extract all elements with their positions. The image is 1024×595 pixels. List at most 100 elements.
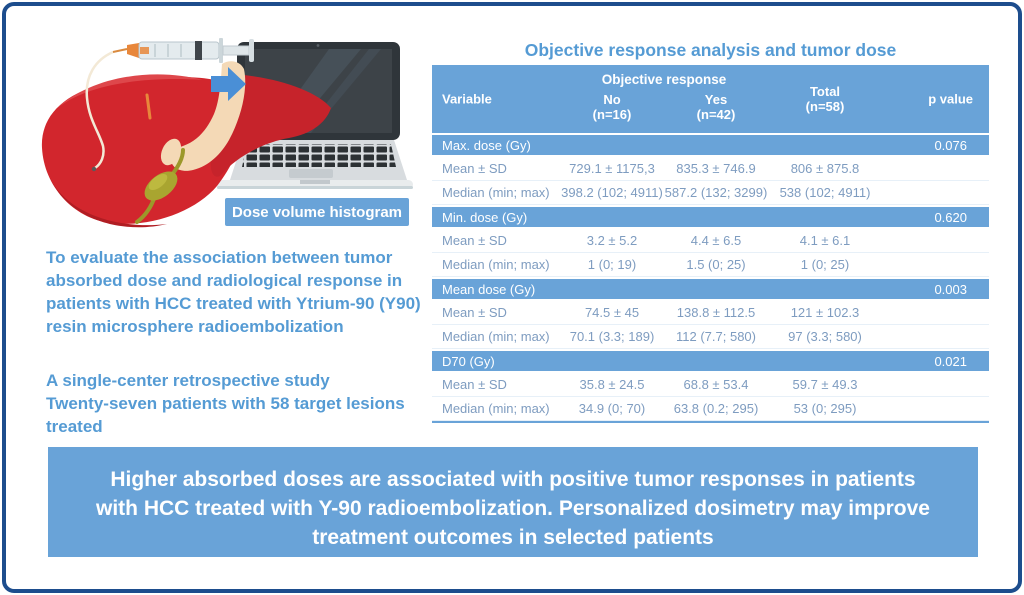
ligament-teardrop — [160, 138, 182, 166]
cell-total: 121 ± 102.3 — [790, 305, 860, 320]
header-yes-label: Yes — [704, 92, 728, 107]
cell-variable: Mean ± SD — [442, 161, 507, 176]
syringe-thumb-rest — [249, 39, 254, 62]
injection-site — [145, 93, 152, 120]
syringe-icon — [112, 38, 254, 63]
cell-variable: Median (min; max) — [442, 401, 550, 416]
objective-text: To evaluate the association between tumo… — [46, 248, 421, 336]
cell-yes: 4.4 ± 6.5 — [690, 233, 742, 248]
header-no: No (n=16) — [560, 92, 664, 122]
header-variable: Variable — [442, 91, 492, 107]
section-p-value: 0.003 — [934, 281, 967, 297]
cell-yes: 835.3 ± 746.9 — [676, 161, 756, 176]
catheter-icon — [85, 50, 152, 172]
cell-variable: Median (min; max) — [442, 185, 550, 200]
table-title: Objective response analysis and tumor do… — [524, 40, 897, 60]
syringe-hub — [127, 43, 139, 58]
cell-variable: Mean ± SD — [442, 233, 507, 248]
table-row: Mean ± SD 729.1 ± 1175,3 835.3 ± 746.9 8… — [432, 157, 989, 181]
table-header: Variable Objective response No (n=16) Ye… — [432, 65, 989, 133]
catheter-line — [85, 50, 114, 170]
header-total-label: Total — [809, 84, 841, 99]
cell-total: 1 (0; 25) — [800, 257, 850, 272]
webcam-dot-icon — [316, 44, 320, 47]
cell-no: 398.2 (102; 4911) — [561, 185, 663, 200]
cell-total: 59.7 ± 49.3 — [792, 377, 858, 392]
cell-yes: 112 (7.7; 580) — [676, 329, 756, 344]
cell-no: 70.1 (3.3; 189) — [569, 329, 655, 344]
arrow-right-icon — [211, 67, 246, 101]
cell-yes: 1.5 (0; 25) — [686, 257, 746, 272]
conclusion-text: Higher absorbed doses are associated wit… — [96, 468, 930, 549]
cell-variable: Median (min; max) — [442, 329, 550, 344]
header-yes-n: (n=42) — [696, 107, 736, 122]
section-label: Min. dose (Gy) — [442, 209, 528, 225]
syringe-stopper — [195, 41, 202, 60]
dose-table: Variable Objective response No (n=16) Ye… — [432, 65, 989, 423]
syringe-plunger — [222, 45, 250, 56]
cell-no: 34.9 (0; 70) — [578, 401, 646, 416]
cell-variable: Mean ± SD — [442, 305, 507, 320]
table-row: Median (min; max) 1 (0; 19) 1.5 (0; 25) … — [432, 253, 989, 277]
table-row: Mean ± SD 3.2 ± 5.2 4.4 ± 6.5 4.1 ± 6.1 — [432, 229, 989, 253]
table-row: Median (min; max) 398.2 (102; 4911) 587.… — [432, 181, 989, 205]
laptop-keyboard — [242, 144, 396, 167]
cell-variable: Median (min; max) — [442, 257, 550, 272]
liver-icon — [41, 61, 331, 228]
header-yes: Yes (n=42) — [664, 92, 768, 122]
section-p-value: 0.076 — [934, 137, 967, 153]
section-label: Mean dose (Gy) — [442, 281, 536, 297]
section-p-value: 0.021 — [934, 353, 967, 369]
header-objective-response: Objective response — [601, 72, 727, 87]
laptop-notch — [300, 180, 330, 184]
header-p-value: p value — [928, 91, 973, 107]
cell-yes: 587.2 (132; 3299) — [664, 185, 768, 200]
cell-no: 3.2 ± 5.2 — [586, 233, 638, 248]
section-row-min-dose: Min. dose (Gy) 0.620 — [432, 205, 989, 229]
table-row: Mean ± SD 74.5 ± 45 138.8 ± 112.5 121 ± … — [432, 301, 989, 325]
gallbladder-highlight — [148, 173, 168, 191]
study-text: A single-center retrospective study Twen… — [46, 369, 418, 438]
conclusion-banner: Higher absorbed doses are associated wit… — [48, 447, 978, 557]
cell-total: 806 ± 875.8 — [790, 161, 860, 176]
cell-yes: 63.8 (0.2; 295) — [673, 401, 759, 416]
table-row: Mean ± SD 35.8 ± 24.5 68.8 ± 53.4 59.7 ±… — [432, 373, 989, 397]
header-no-n: (n=16) — [592, 107, 632, 122]
cell-total: 4.1 ± 6.1 — [799, 233, 851, 248]
cell-no: 1 (0; 19) — [587, 257, 637, 272]
study-line-2: Twenty-seven patients with 58 target les… — [46, 394, 405, 436]
header-total: Total (n=58) — [768, 84, 882, 114]
section-row-max-dose: Max. dose (Gy) 0.076 — [432, 133, 989, 157]
header-total-n: (n=58) — [805, 99, 845, 114]
cell-variable: Mean ± SD — [442, 377, 507, 392]
liver-catheter-laptop-illustration — [41, 38, 413, 228]
cell-no: 35.8 ± 24.5 — [579, 377, 645, 392]
laptop-trackpad — [289, 169, 333, 178]
section-row-mean-dose: Mean dose (Gy) 0.003 — [432, 277, 989, 301]
section-label: D70 (Gy) — [442, 353, 495, 369]
cell-total: 538 (102; 4911) — [779, 185, 871, 200]
liver-left-lobe — [41, 76, 248, 224]
cell-yes: 68.8 ± 53.4 — [683, 377, 749, 392]
syringe-liquid — [140, 47, 149, 54]
table-row: Median (min; max) 70.1 (3.3; 189) 112 (7… — [432, 325, 989, 349]
laptop-base-edge — [217, 186, 413, 189]
header-no-label: No — [603, 92, 621, 107]
section-p-value: 0.620 — [934, 209, 967, 225]
catheter-tip — [91, 166, 97, 172]
section-label: Max. dose (Gy) — [442, 137, 531, 153]
syringe-needle — [112, 48, 128, 53]
study-line-1: A single-center retrospective study — [46, 371, 330, 390]
cell-total: 97 (3.3; 580) — [788, 329, 862, 344]
syringe-flange — [219, 38, 223, 63]
cell-no: 74.5 ± 45 — [584, 305, 640, 320]
cell-no: 729.1 ± 1175,3 — [569, 161, 655, 176]
dvh-label: Dose volume histogram — [225, 198, 409, 226]
cell-total: 53 (0; 295) — [793, 401, 857, 416]
liver-highlight — [55, 74, 203, 110]
cell-yes: 138.8 ± 112.5 — [676, 305, 756, 320]
section-row-d70: D70 (Gy) 0.021 — [432, 349, 989, 373]
table-row: Median (min; max) 34.9 (0; 70) 63.8 (0.2… — [432, 397, 989, 421]
syringe-barrel — [138, 41, 220, 60]
